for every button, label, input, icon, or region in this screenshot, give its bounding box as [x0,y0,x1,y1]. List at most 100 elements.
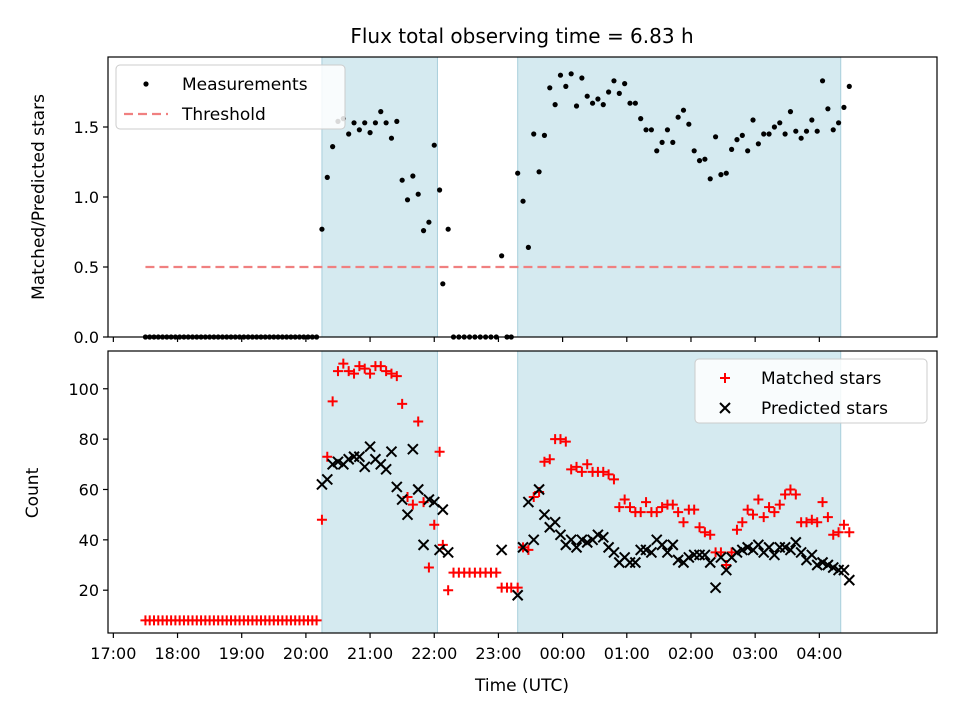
measurement-point [600,102,606,108]
matched-point [359,363,370,374]
predicted-point [752,539,765,551]
chart-title: Flux total observing time = 6.83 h [350,24,693,48]
matched-point [694,522,705,533]
matched-point [731,524,742,535]
matched-point [657,502,668,513]
matched-point [833,527,844,538]
matched-point [381,366,392,377]
measurement-point [841,104,847,110]
measurement-point [426,219,432,225]
observing-interval [321,351,438,633]
matched-point [343,366,354,377]
measurement-point [520,198,526,204]
matched-point [678,517,689,528]
measurement-point [388,135,395,141]
matched-point [316,514,327,525]
predicted-point [597,531,609,544]
measurement-point [595,96,601,102]
measurement-point [431,142,437,148]
matched-point [774,499,785,510]
measurement-point [627,100,633,106]
matched-point [689,504,700,515]
matched-point [338,358,349,369]
matched-point [311,615,322,626]
x-tick-label: 20:00 [283,644,329,663]
measurement-point [819,78,826,84]
measurement-point [632,100,638,106]
measurement-point [777,120,783,126]
matched-point [764,502,775,513]
predicted-point [364,440,376,453]
measurement-point [573,103,580,109]
measurement-point [579,75,585,81]
measurement-point [707,176,713,182]
x-tick-label: 18:00 [154,644,200,663]
matched-point [806,514,817,525]
matched-point [582,459,593,470]
measurement-point [675,114,681,120]
bottom-y-axis-label: Count [23,467,43,518]
x-axis-label: Time (UTC) [474,676,569,696]
predicted-point [528,534,540,546]
matched-point [391,371,402,382]
measurement-point [761,131,767,137]
predicted-point [806,549,818,561]
predicted-point [359,461,371,473]
matched-point [560,436,571,447]
x-tick-label: 19:00 [219,644,265,663]
predicted-point [522,496,535,508]
measurement-point [648,127,654,133]
predicted-point [385,446,398,458]
measurement-point [846,83,852,89]
predicted-point [538,508,551,521]
y-tick-label: 1.5 [74,118,99,137]
measurement-point [404,197,411,203]
measurement-point [351,120,357,126]
series-matched-stars [140,358,855,626]
measurement-point [372,120,379,126]
legend-marker-predicted [719,402,731,414]
measurement-point [445,226,451,232]
measurement-point [830,127,836,133]
matched-point [571,461,582,472]
measurement-point [729,146,735,152]
matched-point [844,527,855,538]
measurement-point [766,131,772,137]
measurement-point [718,172,724,178]
matched-point [715,547,726,558]
predicted-point [629,556,642,569]
predicted-point [565,534,577,546]
predicted-point [554,529,567,541]
x-tick-label: 17:00 [90,644,136,663]
measurement-point [680,107,687,113]
measurement-point [611,78,617,84]
measurement-point [734,137,740,143]
y-tick-label: 40 [79,531,99,550]
matched-point [699,527,710,538]
matched-point [375,361,386,372]
measurement-point [798,135,804,141]
predicted-point [533,483,545,496]
predicted-point [667,539,679,551]
matched-point [780,489,791,500]
predicted-point [715,551,727,564]
measurement-point [696,158,703,164]
matched-point [838,519,849,530]
measurement-point [362,120,368,126]
matched-point [753,494,764,505]
matched-point [742,504,753,515]
predicted-point [437,503,449,516]
predicted-point [442,546,454,559]
matched-point [598,466,609,477]
y-tick-label: 0.5 [74,258,99,277]
measurement-point [330,144,336,150]
matched-point [566,464,577,475]
predicted-point [699,549,711,561]
measurement-point [589,100,596,106]
matched-point [429,519,440,530]
measurement-point [616,90,622,96]
measurement-point [803,128,810,134]
matched-point [576,466,587,477]
measurement-point [691,148,697,154]
